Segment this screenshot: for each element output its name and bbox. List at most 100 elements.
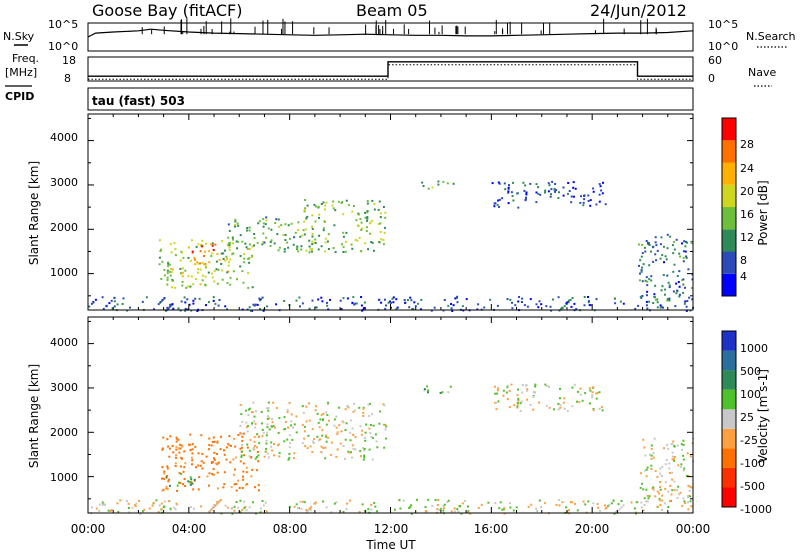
heatmap-cell — [324, 204, 327, 207]
heatmap-cell — [104, 503, 107, 506]
heatmap-cell — [659, 467, 662, 470]
heatmap-cell — [199, 262, 202, 265]
heatmap-cell — [335, 426, 338, 429]
heatmap-cell — [576, 509, 579, 512]
heatmap-cell — [351, 247, 354, 250]
heatmap-cell — [342, 235, 345, 238]
heatmap-cell — [242, 478, 245, 481]
heatmap-cell — [456, 301, 459, 304]
heatmap-cell — [262, 232, 265, 235]
heatmap-cell — [152, 502, 155, 504]
heatmap-cell — [211, 244, 214, 247]
heatmap-cell — [110, 299, 113, 302]
heatmap-cell — [190, 275, 193, 278]
heatmap-cell — [572, 181, 575, 184]
heatmap-cell — [559, 406, 562, 409]
heatmap-cell — [228, 435, 231, 438]
heatmap-cell — [321, 434, 324, 437]
heatmap-cell — [208, 444, 211, 447]
heatmap-cell — [344, 438, 347, 441]
heatmap-cell — [197, 464, 200, 467]
heatmap-cell — [680, 443, 683, 446]
heatmap-cell — [243, 257, 246, 260]
heatmap-cell — [180, 472, 183, 475]
heatmap-cell — [251, 254, 253, 257]
heatmap-cell — [688, 490, 691, 492]
heatmap-cell — [678, 493, 681, 496]
heatmap-cell — [191, 452, 194, 455]
heatmap-cell — [229, 258, 232, 261]
heatmap-cell — [584, 392, 587, 395]
heatmap-cell — [311, 250, 313, 253]
heatmap-cell — [200, 505, 203, 508]
heatmap-cell — [416, 498, 418, 501]
heatmap-cell — [641, 280, 644, 283]
heatmap-cell — [659, 243, 662, 246]
heatmap-cell — [671, 478, 674, 481]
heatmap-cell — [265, 439, 268, 442]
frequency-series-line — [88, 61, 693, 77]
heatmap-cell — [363, 448, 366, 450]
heatmap-cell — [365, 423, 368, 426]
heatmap-cell — [436, 504, 439, 506]
heatmap-cell — [399, 507, 402, 510]
heatmap-cell — [237, 506, 240, 509]
heatmap-cell — [347, 204, 350, 207]
heatmap-cell — [659, 481, 662, 483]
heatmap-cell — [271, 421, 274, 424]
heatmap-cell — [662, 245, 665, 248]
heatmap-cell — [241, 487, 244, 489]
heatmap-cell — [313, 438, 316, 440]
heatmap-cell — [449, 385, 452, 388]
velocity-colorbar-label: Velocity [m s-1] — [756, 369, 770, 463]
heatmap-cell — [383, 446, 386, 449]
heatmap-cell — [525, 196, 527, 199]
heatmap-cell — [655, 244, 658, 247]
heatmap-cell — [181, 284, 184, 287]
heatmap-cell — [174, 254, 177, 257]
heatmap-cell — [293, 505, 296, 508]
heatmap-cell — [265, 450, 267, 453]
heatmap-cell — [369, 431, 372, 434]
heatmap-cell — [447, 304, 450, 307]
heatmap-cell — [201, 274, 204, 277]
heatmap-cell — [173, 506, 176, 509]
heatmap-cell — [342, 297, 345, 300]
heatmap-cell — [239, 432, 242, 435]
heatmap-cell — [248, 261, 251, 264]
heatmap-cell — [274, 222, 277, 224]
heatmap-cell — [315, 405, 317, 408]
heatmap-cell — [639, 272, 641, 275]
heatmap-cell — [191, 443, 194, 446]
heatmap-cell — [197, 271, 200, 274]
heatmap-cell — [605, 506, 608, 509]
heatmap-cell — [282, 428, 285, 431]
noise-right-tick-bottom: 10^0 — [708, 40, 738, 53]
heatmap-cell — [254, 444, 256, 447]
power-heatmap — [88, 180, 694, 312]
heatmap-cell — [203, 263, 206, 266]
heatmap-cell — [534, 383, 537, 386]
heatmap-cell — [668, 467, 671, 470]
heatmap-cell — [201, 261, 204, 264]
heatmap-cell — [256, 241, 259, 244]
heatmap-cell — [270, 441, 273, 444]
cpid-label: CPID — [5, 90, 34, 103]
heatmap-cell — [262, 309, 265, 312]
heatmap-cell — [258, 220, 261, 223]
heatmap-cell — [402, 499, 405, 502]
heatmap-cell — [524, 199, 527, 202]
heatmap-cell — [301, 234, 304, 237]
heatmap-cell — [354, 436, 357, 438]
heatmap-cell — [184, 269, 187, 272]
velocity-colorbar — [721, 330, 737, 508]
heatmap-cell — [204, 283, 207, 286]
heatmap-cell — [537, 306, 540, 309]
heatmap-cell — [307, 434, 310, 437]
heatmap-cell — [309, 248, 312, 251]
heatmap-cell — [316, 435, 319, 438]
heatmap-cell — [236, 278, 238, 281]
heatmap-cell — [186, 285, 189, 288]
heatmap-cell — [276, 233, 279, 236]
